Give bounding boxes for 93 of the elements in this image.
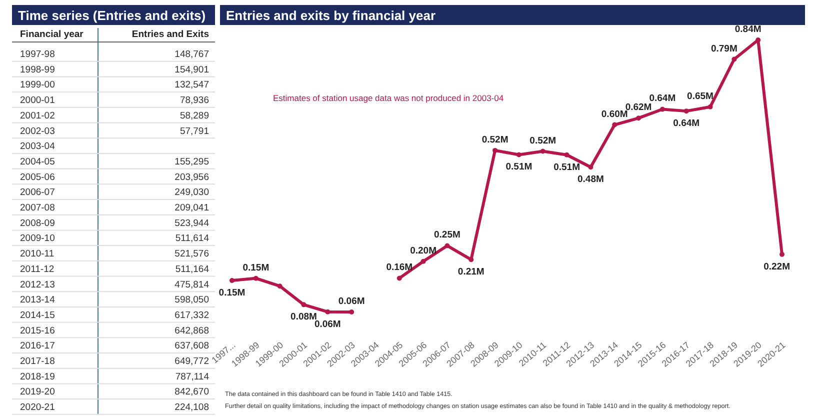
category-label: 2000-01 <box>20 95 55 106</box>
point <box>516 152 522 158</box>
data-label: 0.60M <box>601 108 628 120</box>
data-label: 155,295 <box>174 156 209 168</box>
data-label: 598,050 <box>174 294 209 306</box>
point <box>636 116 642 121</box>
data-label: 0.84M <box>734 24 762 35</box>
category-label: 1998-99 <box>20 64 55 76</box>
data-label: 132,547 <box>174 80 209 91</box>
data-label: 0.51M <box>554 162 580 173</box>
data-label: 209,041 <box>174 202 209 214</box>
point <box>468 257 474 262</box>
point <box>684 108 689 114</box>
data-label: 521,576 <box>174 248 209 260</box>
data-label: 475,814 <box>174 279 209 290</box>
data-label: 0.06M <box>314 318 341 330</box>
category-label: 2020-21 <box>20 402 55 414</box>
point <box>780 252 784 257</box>
category-label: 2013-14 <box>20 294 55 306</box>
category-label: 2007-08 <box>20 202 55 214</box>
data-label: 842,670 <box>174 386 209 398</box>
point <box>253 276 258 281</box>
category-label: 2011-12 <box>20 264 54 275</box>
data-label: 0.64M <box>649 93 676 104</box>
category-label: 2002-03 <box>20 126 55 137</box>
data-label: 0.15M <box>218 287 246 298</box>
category-label: 2008-09 <box>20 218 55 229</box>
data-label: 0.16M <box>386 262 413 274</box>
point <box>444 243 450 248</box>
text: Time series (Entries and exits) <box>18 8 206 23</box>
data-label: 511,164 <box>175 264 209 275</box>
category-label: 1997-98 <box>20 49 55 60</box>
annotation: Estimates of station usage data was not produced in 2003-04 <box>273 93 504 103</box>
data-label: 0.21M <box>458 266 484 278</box>
category-label: 2001-02 <box>20 110 55 122</box>
point <box>564 152 570 158</box>
category-label: 2018-19 <box>20 371 55 382</box>
category-label: 2012-13 <box>20 279 55 290</box>
data-label: 148,767 <box>174 49 209 60</box>
category-label: 2019-20 <box>20 386 55 398</box>
category-label: 2003-04 <box>20 141 55 152</box>
category-label: 2005-06 <box>20 172 55 183</box>
point <box>492 148 498 153</box>
data-label: 154,901 <box>174 64 209 76</box>
data-label: 649,772 <box>174 356 209 367</box>
data-label: 0.65M <box>687 90 714 102</box>
category-label: 2010-11 <box>20 248 54 260</box>
data-label: 523,944 <box>174 218 209 229</box>
point <box>588 164 594 170</box>
point <box>325 309 330 314</box>
data-label: 617,332 <box>174 310 209 321</box>
data-label: 0.79M <box>710 43 738 54</box>
data-label: 203,956 <box>174 172 209 183</box>
point <box>660 106 665 112</box>
data-label: 58,289 <box>180 110 209 122</box>
data-label: 0.06M <box>338 296 365 307</box>
point <box>349 310 354 314</box>
point <box>540 148 546 154</box>
text: Financial year <box>20 29 84 40</box>
category-label: 1999-00 <box>20 80 55 91</box>
category-label: 2015-16 <box>20 325 55 336</box>
point <box>420 258 426 264</box>
point <box>230 278 234 283</box>
category-label: 2009-10 <box>20 233 55 244</box>
category-label: 2006-07 <box>20 187 55 198</box>
data-label: 0.51M <box>506 162 532 173</box>
data-label: 0.64M <box>673 118 700 130</box>
data-label: 0.20M <box>410 245 437 256</box>
data-label: 637,608 <box>174 340 209 352</box>
data-label: 78,936 <box>180 95 209 106</box>
data-label: 0.52M <box>482 134 508 146</box>
point <box>396 276 402 281</box>
data-label: 249,030 <box>174 187 209 198</box>
data-label: 224,108 <box>174 402 209 414</box>
point <box>708 104 713 110</box>
point <box>612 122 618 128</box>
data-label: 642,868 <box>174 325 209 336</box>
data-label: 511,614 <box>175 233 209 244</box>
point <box>732 56 737 62</box>
point <box>301 302 306 308</box>
point <box>756 38 761 42</box>
data-label: 0.25M <box>434 230 461 241</box>
data-label: 57,791 <box>180 126 209 137</box>
text: Entries and Exits <box>132 29 209 40</box>
data-label: 0.48M <box>577 174 604 186</box>
point <box>277 284 282 289</box>
data-label: 0.15M <box>242 262 270 274</box>
data-label: 0.22M <box>764 261 790 272</box>
category-label: 2004-05 <box>20 156 55 168</box>
data-label: 787,114 <box>175 371 209 382</box>
data-label: 0.52M <box>530 135 556 146</box>
chart-title: Entries and exits by financial year <box>226 8 436 23</box>
category-label: 2014-15 <box>20 310 55 321</box>
